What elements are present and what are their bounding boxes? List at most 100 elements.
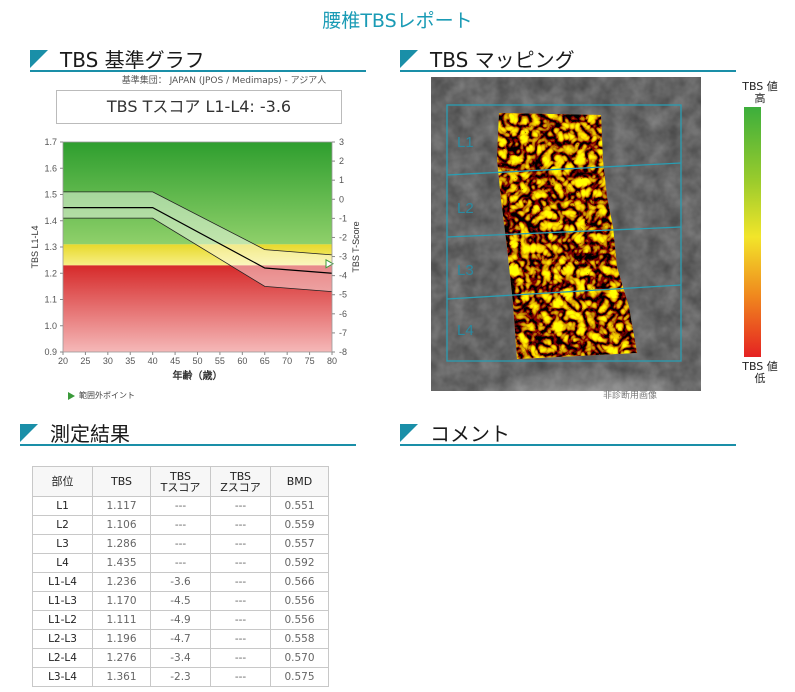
section-title-mapping: TBS マッピング (430, 48, 575, 72)
table-cell: 1.435 (92, 553, 151, 573)
table-cell: --- (210, 610, 271, 630)
table-cell: 0.556 (270, 591, 329, 611)
vertebra-label-l2: L2 (457, 200, 474, 217)
section-header-graph: TBS 基準グラフ (30, 46, 366, 72)
table-cell: 1.111 (92, 610, 151, 630)
table-cell: L2 (32, 515, 93, 535)
y-tick-label: 1.1 (44, 295, 57, 305)
y-tick-label: 1.3 (44, 242, 57, 252)
table-cell: -4.9 (150, 610, 211, 630)
y-tick-label: 1.5 (44, 190, 57, 200)
table-cell: L1-L2 (32, 610, 93, 630)
table-cell: --- (210, 496, 271, 516)
table-row: L3 1.286 --- --- 0.557 (32, 534, 329, 554)
y2-tick-label: -1 (339, 213, 347, 223)
column-header: 部位 (32, 466, 93, 497)
tbs-reference-chart: 20 25 30 35 40 45 50 55 60 65 70 75 800.91.01.11.21.… (30, 137, 361, 382)
table-cell: -3.4 (150, 648, 211, 668)
table-cell: 0.558 (270, 629, 329, 649)
table-cell: --- (210, 591, 271, 611)
x-tick-label: 55 (215, 356, 225, 366)
y-axis-label: TBS L1-L4 (30, 225, 40, 268)
table-cell: --- (150, 496, 211, 516)
section-marker-icon (30, 50, 48, 68)
y2-axis-label: TBS T-Score (351, 221, 361, 272)
table-cell: 0.559 (270, 515, 329, 535)
legend-high-line1: TBS 値 (742, 80, 778, 93)
table-row: L2-L4 1.276 -3.4 --- 0.570 (32, 648, 329, 668)
section-marker-icon (20, 424, 38, 442)
section-marker-icon (400, 424, 418, 442)
y2-tick-label: -4 (339, 271, 347, 281)
table-cell: -2.3 (150, 667, 211, 687)
y-tick-label: 1.7 (44, 137, 57, 147)
column-header: TBS (92, 466, 151, 497)
section-title-comment: コメント (430, 422, 510, 446)
table-cell: L1-L4 (32, 572, 93, 592)
out-of-range-point (325, 258, 335, 269)
table-cell: --- (210, 553, 271, 573)
legend-high-label: TBS 値 高 (738, 81, 782, 105)
table-cell: 0.557 (270, 534, 329, 554)
legend-low-line2: 低 (754, 372, 766, 385)
legend-low-label: TBS 値 低 (738, 361, 782, 385)
y2-tick-label: -8 (339, 347, 347, 357)
table-cell: 0.556 (270, 610, 329, 630)
reference-group: 基準集団： JAPAN (JPOS / Medimaps) - アジア人 (121, 76, 327, 86)
y2-tick-label: -5 (339, 290, 347, 300)
table-cell: 0.566 (270, 572, 329, 592)
table-cell: --- (210, 515, 271, 535)
results-table: 部位 TBS TBS Tスコア TBS Zスコア BMD L1 1.117 --- --- 0.55… (32, 466, 329, 687)
table-cell: 1.361 (92, 667, 151, 687)
table-cell: --- (210, 667, 271, 687)
table-cell: 0.570 (270, 648, 329, 668)
y-tick-label: 1.0 (44, 321, 57, 331)
table-cell: L2-L3 (32, 629, 93, 649)
vertebra-label-l1: L1 (457, 134, 474, 151)
band-edge-line (63, 217, 333, 293)
table-cell: L3 (32, 534, 93, 554)
table-cell: --- (210, 534, 271, 554)
table-cell: 1.236 (92, 572, 151, 592)
y-tick-label: 1.2 (44, 268, 57, 278)
table-cell: L3-L4 (32, 667, 93, 687)
x-tick-label: 30 (103, 356, 113, 366)
t-score-summary: TBS Tスコア L1-L4: -3.6 (56, 90, 342, 124)
table-cell: 1.117 (92, 496, 151, 516)
table-cell: --- (210, 629, 271, 649)
table-cell: L1-L3 (32, 591, 93, 611)
section-header-results: 測定結果 (20, 420, 356, 446)
results-header-row: 部位 TBS TBS Tスコア TBS Zスコア BMD (32, 466, 329, 497)
x-tick-label: 35 (125, 356, 135, 366)
table-cell: -3.6 (150, 572, 211, 592)
zone-normal (63, 142, 332, 245)
table-cell: 0.592 (270, 553, 329, 573)
table-cell: 0.575 (270, 667, 329, 687)
table-cell: 1.276 (92, 648, 151, 668)
vertebra-label-l3: L3 (457, 262, 474, 279)
out-of-range-icon (68, 391, 75, 400)
x-tick-label: 25 (80, 356, 90, 366)
table-row: L3-L4 1.361 -2.3 --- 0.575 (32, 667, 329, 687)
column-header: TBS Tスコア (150, 466, 211, 497)
x-tick-label: 70 (282, 356, 292, 366)
table-cell: --- (210, 648, 271, 668)
x-tick-label: 40 (148, 356, 158, 366)
legend-low-line1: TBS 値 (742, 360, 778, 373)
column-header: TBS Zスコア (210, 466, 271, 497)
section-header-mapping: TBS マッピング (400, 46, 736, 72)
x-tick-label: 60 (237, 356, 247, 366)
y-tick-label: 1.4 (44, 216, 57, 226)
legend-high-line2: 高 (754, 92, 766, 105)
table-row: L1 1.117 --- --- 0.551 (32, 496, 329, 516)
section-title-graph: TBS 基準グラフ (60, 48, 205, 72)
table-cell: L1 (32, 496, 93, 516)
y2-tick-label: -6 (339, 309, 347, 319)
page-title: 腰椎TBSレポート (322, 10, 473, 32)
y2-tick-label: 0 (339, 194, 344, 204)
tbs-color-scale (744, 107, 761, 357)
table-cell: --- (210, 572, 271, 592)
x-tick-label: 75 (305, 356, 315, 366)
table-cell: --- (150, 553, 211, 573)
table-cell: -4.5 (150, 591, 211, 611)
